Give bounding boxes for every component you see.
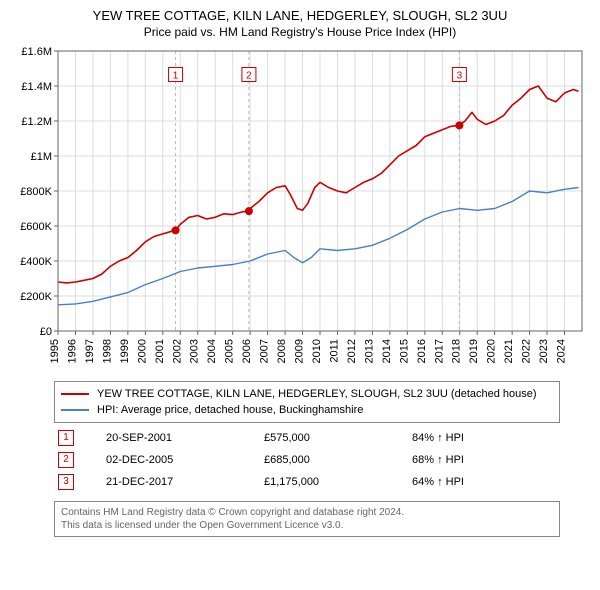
title-line-2: Price paid vs. HM Land Registry's House … bbox=[10, 25, 590, 39]
title-block: YEW TREE COTTAGE, KILN LANE, HEDGERLEY, … bbox=[10, 8, 590, 39]
sales-table: 1 20-SEP-2001£575,00084% ↑ HPI 2 02-DEC-200… bbox=[54, 427, 546, 493]
sales-row: 2 02-DEC-2005£685,00068% ↑ HPI bbox=[54, 449, 546, 471]
legend-swatch-hpi bbox=[61, 409, 89, 411]
plot-area: £0 £200K £400K £600K £800K £1M £1.2M £1.4M £1.6M… bbox=[10, 45, 590, 375]
sale-price: £1,175,000 bbox=[260, 471, 408, 493]
sales-row: 3 21-DEC-2017£1,175,00064% ↑ HPI bbox=[54, 471, 546, 493]
x-tick-label: 2013 bbox=[363, 339, 375, 363]
x-tick-label: 2011 bbox=[328, 339, 340, 363]
x-tick-label: 2009 bbox=[294, 339, 306, 363]
sale-marker-label: 2 bbox=[246, 71, 252, 82]
sale-marker-label: 1 bbox=[173, 71, 179, 82]
x-tick-label: 2000 bbox=[136, 339, 148, 363]
legend-label-hpi: HPI: Average price, detached house, Buck… bbox=[97, 404, 363, 416]
x-tick-label: 2020 bbox=[486, 339, 498, 363]
x-tick-label: 2004 bbox=[206, 339, 218, 363]
x-tick-label: 2024 bbox=[556, 339, 568, 363]
x-tick-label: 2017 bbox=[433, 339, 445, 363]
sale-num-badge: 1 bbox=[58, 430, 74, 446]
x-tick-label: 1998 bbox=[101, 339, 113, 363]
title-line-1: YEW TREE COTTAGE, KILN LANE, HEDGERLEY, … bbox=[10, 8, 590, 23]
y-tick-label: £600K bbox=[20, 221, 52, 233]
x-tick-label: 2006 bbox=[241, 339, 253, 363]
sale-date: 20-SEP-2001 bbox=[102, 427, 260, 449]
x-tick-label: 2016 bbox=[416, 339, 428, 363]
x-tick-label: 2008 bbox=[276, 339, 288, 363]
y-tick-label: £1M bbox=[31, 151, 52, 163]
x-tick-label: 2015 bbox=[398, 339, 410, 363]
sale-date: 21-DEC-2017 bbox=[102, 471, 260, 493]
sale-date: 02-DEC-2005 bbox=[102, 449, 260, 471]
x-tick-label: 2005 bbox=[224, 339, 236, 363]
chart-container: YEW TREE COTTAGE, KILN LANE, HEDGERLEY, … bbox=[0, 0, 600, 543]
x-tick-label: 2012 bbox=[346, 339, 358, 363]
y-tick-label: £200K bbox=[20, 291, 52, 303]
sales-row: 1 20-SEP-2001£575,00084% ↑ HPI bbox=[54, 427, 546, 449]
footer: Contains HM Land Registry data © Crown c… bbox=[54, 501, 560, 537]
y-tick-label: £1.4M bbox=[21, 81, 52, 93]
footer-line-1: Contains HM Land Registry data © Crown c… bbox=[61, 506, 553, 519]
y-tick-label: £0 bbox=[40, 326, 52, 338]
x-tick-label: 2001 bbox=[154, 339, 166, 363]
legend-label-property: YEW TREE COTTAGE, KILN LANE, HEDGERLEY, … bbox=[97, 388, 537, 400]
y-tick-label: £1.6M bbox=[21, 46, 52, 58]
y-tick-label: £1.2M bbox=[21, 116, 52, 128]
x-tick-label: 2003 bbox=[189, 339, 201, 363]
x-tick-label: 2010 bbox=[311, 339, 323, 363]
x-tick-label: 2007 bbox=[259, 339, 271, 363]
x-tick-label: 1995 bbox=[49, 339, 61, 363]
legend: YEW TREE COTTAGE, KILN LANE, HEDGERLEY, … bbox=[54, 381, 560, 423]
x-tick-label: 1999 bbox=[119, 339, 131, 363]
legend-row-property: YEW TREE COTTAGE, KILN LANE, HEDGERLEY, … bbox=[61, 386, 553, 402]
x-tick-label: 2019 bbox=[468, 339, 480, 363]
sale-pct: 64% ↑ HPI bbox=[408, 471, 546, 493]
legend-row-hpi: HPI: Average price, detached house, Buck… bbox=[61, 402, 553, 418]
x-tick-label: 2022 bbox=[521, 339, 533, 363]
sale-pct: 84% ↑ HPI bbox=[408, 427, 546, 449]
x-tick-label: 2023 bbox=[538, 339, 550, 363]
sale-price: £685,000 bbox=[260, 449, 408, 471]
x-tick-label: 1996 bbox=[66, 339, 78, 363]
x-tick-label: 2021 bbox=[503, 339, 515, 363]
x-tick-label: 2014 bbox=[381, 339, 393, 363]
sale-pct: 68% ↑ HPI bbox=[408, 449, 546, 471]
x-tick-label: 2002 bbox=[171, 339, 183, 363]
footer-line-2: This data is licensed under the Open Gov… bbox=[61, 519, 553, 532]
x-tick-label: 2018 bbox=[451, 339, 463, 363]
sale-price: £575,000 bbox=[260, 427, 408, 449]
x-tick-label: 1997 bbox=[84, 339, 96, 363]
sale-marker-label: 3 bbox=[457, 71, 463, 82]
y-tick-label: £400K bbox=[20, 256, 52, 268]
legend-swatch-property bbox=[61, 393, 89, 395]
sale-num-badge: 3 bbox=[58, 474, 74, 490]
plot-svg: £0 £200K £400K £600K £800K £1M £1.2M £1.4M £1.6M… bbox=[10, 45, 590, 375]
y-tick-label: £800K bbox=[20, 186, 52, 198]
sale-num-badge: 2 bbox=[58, 452, 74, 468]
